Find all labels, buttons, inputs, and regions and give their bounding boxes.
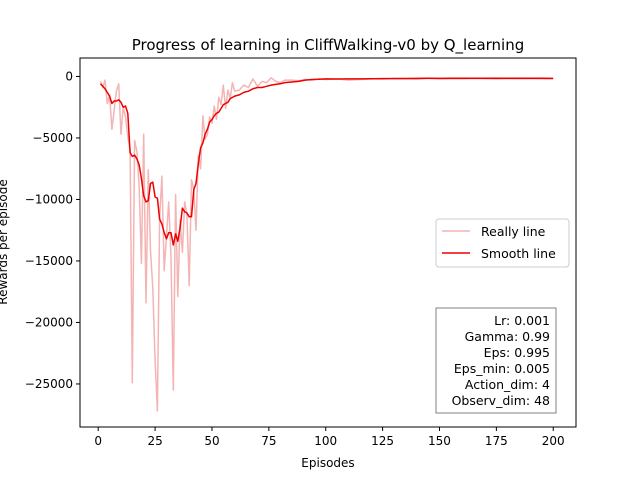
x-tick-label: 25 xyxy=(147,434,162,448)
info-box: Lr: 0.001 Gamma: 0.99 Eps: 0.995 Eps_min… xyxy=(435,307,557,414)
y-tick-label: −10000 xyxy=(25,192,73,206)
x-tick-label: 100 xyxy=(314,434,337,448)
y-tick-label: −15000 xyxy=(25,254,73,268)
x-tick-label: 200 xyxy=(542,434,565,448)
info-eps-min: Eps_min: 0.005 xyxy=(454,361,550,376)
series-layer xyxy=(99,76,554,412)
info-observ-dim: Observ_dim: 48 xyxy=(452,393,550,408)
legend: Really line Smooth line xyxy=(435,218,570,268)
y-tick-label: 0 xyxy=(65,69,73,83)
x-tick-label: 125 xyxy=(371,434,394,448)
x-tick-label: 175 xyxy=(485,434,508,448)
info-action-dim: Action_dim: 4 xyxy=(465,377,550,392)
plot-frame xyxy=(79,57,577,428)
x-tick-label: 150 xyxy=(428,434,451,448)
chart-title: Progress of learning in CliffWalking-v0 … xyxy=(132,36,525,55)
y-axis: 0 −5000 −10000 −15000 −20000 −25000 xyxy=(25,69,80,391)
x-tick-label: 50 xyxy=(204,434,219,448)
legend-label-smooth-line: Smooth line xyxy=(481,246,556,261)
y-tick-label: −25000 xyxy=(25,377,73,391)
info-gamma: Gamma: 0.99 xyxy=(465,329,550,344)
series-line-smooth-line xyxy=(99,77,554,246)
x-tick-label: 0 xyxy=(94,434,102,448)
y-tick-label: −5000 xyxy=(32,131,73,145)
y-axis-label: Rewards per episode xyxy=(0,179,10,304)
info-lr: Lr: 0.001 xyxy=(494,313,550,328)
x-axis-label: Episodes xyxy=(301,456,354,470)
info-box-frame xyxy=(435,307,557,414)
info-eps: Eps: 0.995 xyxy=(484,345,550,360)
y-tick-label: −20000 xyxy=(25,315,73,329)
legend-label-really-line: Really line xyxy=(481,224,546,239)
x-axis: 0 25 50 75 100 125 150 175 200 xyxy=(94,427,565,448)
x-tick-label: 75 xyxy=(261,434,276,448)
